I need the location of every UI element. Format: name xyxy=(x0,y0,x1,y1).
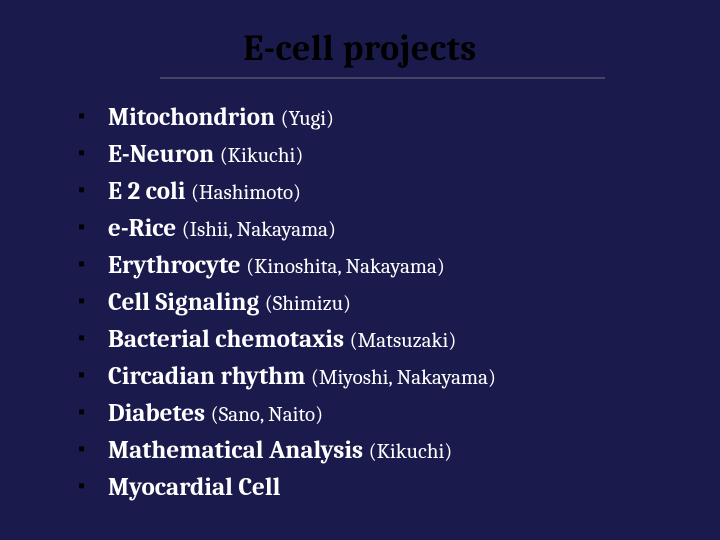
project-label: E-Neuron xyxy=(108,140,214,169)
project-list: Mitochondrion (Yugi) E-Neuron (Kikuchi) … xyxy=(50,99,670,506)
project-label: Cell Signaling xyxy=(108,288,259,317)
project-label: Myocardial Cell xyxy=(108,473,280,502)
project-label: Erythrocyte xyxy=(108,251,241,280)
project-names: (Miyoshi, Nakayama) xyxy=(311,366,496,390)
project-label: E 2 coli xyxy=(108,177,185,206)
list-item: Bacterial chemotaxis (Matsuzaki) xyxy=(78,321,670,358)
list-item: Mitochondrion (Yugi) xyxy=(78,99,670,136)
project-names: (Shimizu) xyxy=(265,292,351,316)
slide: E-cell projects Mitochondrion (Yugi) E-N… xyxy=(0,0,720,540)
project-label: Circadian rhythm xyxy=(108,362,305,391)
list-item: Erythrocyte (Kinoshita, Nakayama) xyxy=(78,247,670,284)
project-names: (Kikuchi) xyxy=(369,440,453,464)
project-label: Diabetes xyxy=(108,399,205,428)
project-label: Mathematical Analysis xyxy=(108,436,363,465)
slide-title: E-cell projects xyxy=(50,28,670,69)
project-names: (Matsuzaki) xyxy=(350,329,457,353)
list-item: Circadian rhythm (Miyoshi, Nakayama) xyxy=(78,358,670,395)
project-names: (Ishii, Nakayama) xyxy=(182,218,336,242)
list-item: E-Neuron (Kikuchi) xyxy=(78,136,670,173)
list-item: Diabetes (Sano, Naito) xyxy=(78,395,670,432)
list-item: E 2 coli (Hashimoto) xyxy=(78,173,670,210)
list-item: Mathematical Analysis (Kikuchi) xyxy=(78,432,670,469)
list-item: e-Rice (Ishii, Nakayama) xyxy=(78,210,670,247)
project-names: (Hashimoto) xyxy=(191,181,301,205)
project-names: (Yugi) xyxy=(281,107,334,131)
project-names: (Kikuchi) xyxy=(220,144,304,168)
project-label: Bacterial chemotaxis xyxy=(108,325,344,354)
project-names: (Sano, Naito) xyxy=(211,403,323,427)
project-label: e-Rice xyxy=(108,214,176,243)
title-underline xyxy=(160,77,605,79)
project-label: Mitochondrion xyxy=(108,103,275,132)
project-names: (Kinoshita, Nakayama) xyxy=(246,255,445,279)
list-item: Myocardial Cell xyxy=(78,469,670,506)
list-item: Cell Signaling (Shimizu) xyxy=(78,284,670,321)
